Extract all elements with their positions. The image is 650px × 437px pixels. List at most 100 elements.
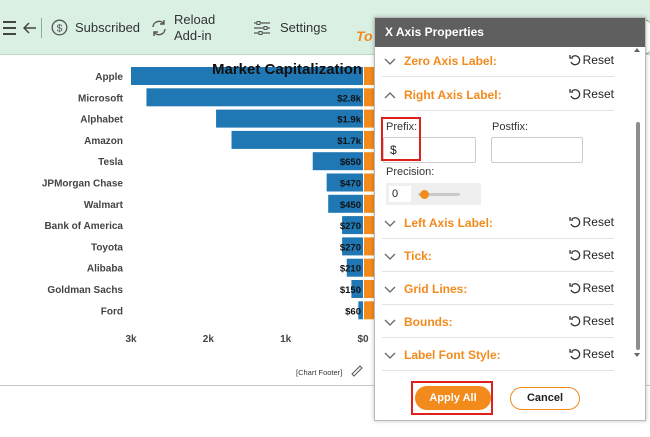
undo-icon	[568, 89, 580, 100]
category-label: Alphabet	[80, 115, 123, 126]
section-row[interactable]: Right Axis Label: Reset	[382, 79, 614, 111]
section-row[interactable]: Grid Lines: Reset	[382, 273, 614, 305]
chevron-down-icon[interactable]	[383, 282, 397, 296]
postfix-input[interactable]	[491, 137, 583, 163]
edit-pencil-icon[interactable]	[351, 365, 363, 377]
chevron-down-icon[interactable]	[383, 54, 397, 68]
reset-label: Reset	[582, 215, 614, 229]
data-label: $150	[340, 285, 361, 296]
reload-label-line2: Add-in	[174, 27, 212, 43]
settings-button[interactable]: Settings	[253, 0, 327, 55]
section-row[interactable]: Label Font Style: Reset	[382, 339, 614, 371]
chevron-down-icon[interactable]	[383, 315, 397, 329]
section-row[interactable]: Tick: Reset	[382, 240, 614, 272]
reload-label: Reload Add-in	[174, 12, 215, 44]
bar-secondary-5	[364, 173, 374, 192]
bar-secondary-11	[364, 301, 374, 320]
x-axis-properties-panel: X Axis Properties	[374, 17, 646, 421]
reset-button[interactable]: Reset	[568, 215, 614, 229]
x-tick-label: $0	[357, 334, 369, 345]
bar-chart: Apple Microsoft $2.8k Alphabet $1.9k Amazon $1…	[42, 67, 374, 377]
chevron-up-icon[interactable]	[383, 88, 397, 102]
data-label: $60	[345, 306, 361, 317]
bar-toyota	[342, 237, 363, 256]
bar-secondary-3	[364, 130, 374, 149]
precision-slider-handle[interactable]	[420, 190, 429, 199]
x-tick-label: 3k	[125, 334, 137, 345]
category-label: Tesla	[98, 157, 123, 168]
precision-value[interactable]: 0	[389, 186, 411, 202]
category-label: Toyota	[91, 242, 123, 253]
section-row[interactable]: Left Axis Label: Reset	[382, 207, 614, 239]
section-label: Left Axis Label:	[404, 216, 493, 230]
data-label: $270	[340, 221, 361, 232]
reset-button[interactable]: Reset	[568, 281, 614, 295]
reset-button[interactable]: Reset	[568, 53, 614, 67]
settings-label: Settings	[280, 20, 327, 35]
bar-alphabet	[216, 109, 363, 128]
reload-addin-button[interactable]: Reload Add-in	[150, 0, 215, 55]
bar-secondary-2	[364, 109, 374, 128]
bar-alibaba	[346, 258, 363, 277]
toolbar-partial-text: To	[356, 28, 373, 44]
reset-label: Reset	[582, 248, 614, 262]
bar-ford	[358, 301, 363, 320]
bar-jpmorgan-chase	[326, 173, 363, 192]
undo-icon	[568, 55, 580, 66]
menu-icon[interactable]	[3, 0, 17, 55]
section-row[interactable]: Bounds: Reset	[382, 306, 614, 338]
section-label: Tick:	[404, 249, 432, 263]
reset-button[interactable]: Reset	[568, 314, 614, 328]
undo-icon	[568, 217, 580, 228]
panel-title: X Axis Properties	[375, 18, 645, 47]
reset-button[interactable]: Reset	[568, 87, 614, 101]
reset-label: Reset	[582, 87, 614, 101]
back-arrow-icon[interactable]	[23, 0, 37, 55]
dollar-circle-icon: $	[51, 19, 68, 36]
data-label: $650	[340, 157, 361, 168]
bar-secondary-9	[364, 258, 374, 277]
bar-secondary-6	[364, 194, 374, 213]
section-label: Grid Lines:	[404, 282, 468, 296]
reset-label: Reset	[582, 314, 614, 328]
category-label: Bank of America	[44, 221, 123, 232]
cancel-button[interactable]: Cancel	[510, 387, 580, 410]
prefix-input[interactable]: $	[383, 137, 476, 163]
undo-icon	[568, 283, 580, 294]
section-label: Zero Axis Label:	[404, 54, 497, 68]
prefix-highlight-box	[381, 117, 421, 161]
apply-all-button[interactable]: Apply All	[415, 386, 491, 410]
panel-scrollbar[interactable]	[632, 45, 642, 360]
bar-bank-of-america	[342, 216, 363, 235]
section-row[interactable]: Zero Axis Label: Reset	[382, 45, 614, 77]
toolbar-divider	[41, 18, 42, 38]
category-label: Microsoft	[78, 93, 124, 104]
reset-button[interactable]: Reset	[568, 248, 614, 262]
category-label: Amazon	[84, 136, 123, 147]
x-tick-label: 2k	[203, 334, 215, 345]
chevron-down-icon[interactable]	[383, 216, 397, 230]
bar-tesla	[312, 152, 363, 171]
precision-label: Precision:	[386, 166, 435, 178]
chevron-down-icon[interactable]	[383, 348, 397, 362]
data-label: $270	[340, 242, 361, 253]
reset-button[interactable]: Reset	[568, 347, 614, 361]
precision-slider-track[interactable]	[418, 193, 460, 196]
section-label: Bounds:	[404, 315, 453, 329]
subscribed-label: Subscribed	[75, 20, 141, 35]
bar-secondary-8	[364, 237, 374, 256]
bar-secondary-7	[364, 216, 374, 235]
data-label: $470	[340, 179, 361, 190]
bar-amazon	[231, 130, 363, 149]
panel-scrollbar-thumb[interactable]	[636, 122, 640, 350]
sliders-icon	[253, 20, 271, 36]
undo-icon	[568, 349, 580, 360]
chart-title: Market Capitalization	[212, 61, 363, 78]
chevron-down-icon[interactable]	[383, 249, 397, 263]
undo-icon	[568, 316, 580, 327]
bar-microsoft	[146, 88, 363, 107]
subscribed-button[interactable]: $ Subscribed	[51, 0, 140, 55]
category-label: Goldman Sachs	[47, 285, 123, 296]
bar-secondary-1	[364, 88, 374, 107]
